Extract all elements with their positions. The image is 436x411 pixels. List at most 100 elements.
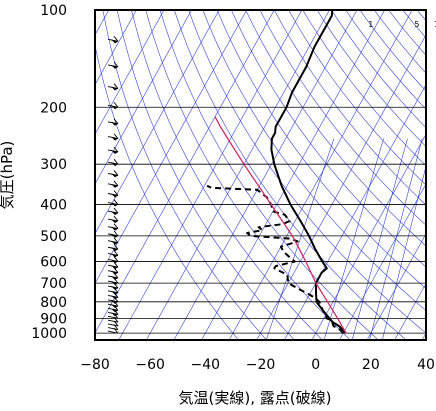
x-tick-label: −40	[191, 357, 221, 373]
background-lines	[95, 10, 426, 340]
x-tick-label: −20	[246, 357, 276, 373]
wind-barb	[107, 146, 119, 154]
dry-adiabat	[245, 10, 426, 247]
wind-barb	[107, 170, 119, 178]
y-tick-label: 400	[40, 198, 67, 214]
wind-barb	[107, 158, 119, 167]
wind-barb	[107, 101, 119, 110]
wind-barb	[107, 230, 119, 238]
dry-adiabat	[145, 10, 351, 340]
dry-adiabat	[188, 10, 426, 334]
series-layer	[206, 10, 347, 334]
isotherm	[366, 233, 426, 340]
y-tick-label: 500	[40, 229, 67, 245]
gridlines	[95, 9, 426, 334]
wind-barbs	[107, 36, 119, 334]
isotherm	[201, 10, 385, 340]
dry-adiabat	[231, 10, 426, 268]
isotherm	[339, 183, 426, 340]
isotherm	[284, 83, 426, 340]
y-tick-label: 800	[40, 295, 67, 311]
dry-adiabat	[316, 10, 426, 147]
isotherm	[173, 10, 358, 340]
x-axis-title: 気温(実線), 露点(破線)	[179, 389, 332, 407]
temperature-line	[270, 10, 347, 334]
dry-adiabat	[345, 10, 426, 110]
isotherm	[95, 10, 192, 185]
dry-adiabat	[216, 10, 426, 289]
mixing-ratio-label: 1	[368, 20, 373, 29]
wind-barb	[107, 133, 119, 141]
dry-adiabat	[359, 10, 426, 92]
dry-adiabat	[174, 10, 407, 340]
wind-barb	[107, 180, 119, 188]
dry-adiabat	[202, 10, 426, 311]
isotherm	[95, 10, 137, 86]
isotherm	[95, 10, 165, 135]
x-tick-label: −60	[135, 357, 165, 373]
mixing-ratio-labels: 15101520g	[368, 20, 436, 29]
mixing-ratio-line	[265, 138, 335, 340]
isotherm	[146, 10, 330, 340]
dry-adiabat	[274, 10, 426, 206]
x-tick-labels: −80 −60 −40 −20 0 20 40	[80, 357, 435, 373]
y-tick-label: 100	[40, 3, 67, 19]
mixing-ratio-label: 10	[434, 20, 436, 29]
dry-adiabat	[131, 10, 323, 340]
isotherm	[421, 332, 426, 340]
mixing-ratio-line	[323, 138, 384, 340]
x-tick-label: 40	[417, 357, 435, 373]
x-tick-label: 0	[311, 357, 320, 373]
isotherm	[95, 10, 275, 334]
y-tick-label: 1000	[31, 326, 67, 342]
isotherm	[95, 10, 220, 235]
y-tick-label: 300	[40, 157, 67, 173]
wind-barb	[107, 237, 119, 245]
plot-frame	[94, 9, 427, 341]
dry-adiabat	[102, 10, 267, 340]
wind-barb	[107, 215, 119, 224]
wind-barb	[107, 272, 119, 280]
wind-barb	[107, 61, 119, 69]
dry-adiabat	[116, 10, 295, 340]
dry-adiabat	[288, 10, 426, 186]
dry-adiabat	[302, 10, 426, 167]
mixing-ratio-line	[382, 165, 426, 340]
wind-barb	[107, 118, 119, 126]
mixing-ratio-line	[351, 138, 408, 340]
isotherm	[118, 10, 303, 340]
dry-adiabat	[95, 43, 239, 340]
wind-barb	[107, 190, 119, 198]
dry-adiabat	[402, 10, 426, 39]
wind-barb	[107, 256, 119, 264]
wind-barb	[107, 250, 119, 258]
y-axis-title: 気圧(hPa)	[0, 141, 16, 210]
y-tick-label: 700	[40, 276, 67, 292]
isotherm	[228, 10, 413, 340]
parcel-line	[214, 116, 347, 334]
wind-barb	[107, 199, 119, 207]
x-tick-label: −80	[80, 357, 110, 373]
dewpoint-line	[206, 184, 345, 334]
dry-adiabat	[331, 10, 426, 129]
dry-adiabat	[159, 10, 379, 340]
wind-barb	[107, 207, 119, 216]
wind-barb	[107, 243, 119, 252]
isotherm	[256, 34, 426, 340]
wind-barb	[107, 267, 119, 275]
dry-adiabat	[259, 10, 426, 226]
wind-barb	[107, 83, 119, 91]
wind-barb	[107, 261, 119, 270]
wind-barb	[107, 36, 119, 44]
isotherm	[95, 10, 247, 285]
wind-barb	[107, 223, 119, 231]
y-tick-label: 600	[40, 254, 67, 270]
x-tick-label: 20	[362, 357, 380, 373]
mixing-ratio-label: 5	[414, 20, 419, 29]
wind-barb	[107, 277, 119, 286]
mixing-ratio-line	[369, 138, 423, 340]
y-tick-label: 900	[40, 311, 67, 327]
y-tick-label: 200	[40, 100, 67, 116]
